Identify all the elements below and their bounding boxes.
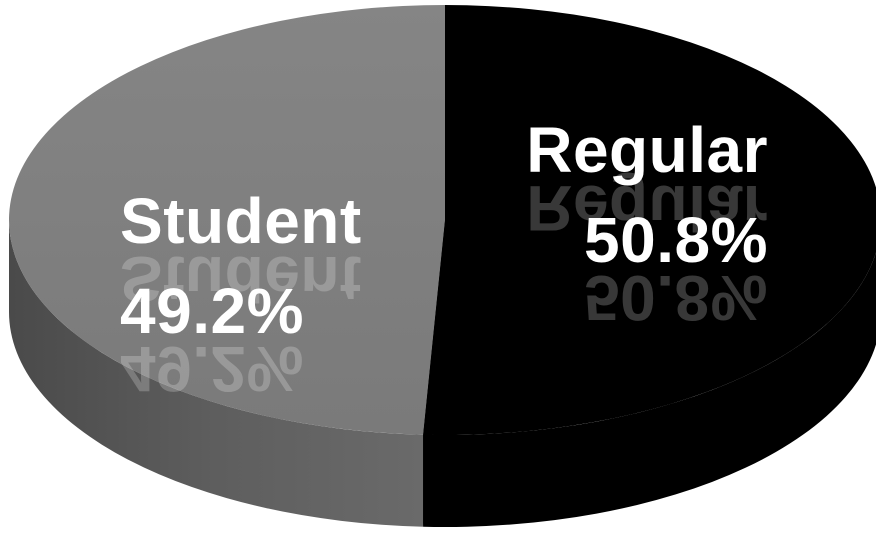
regular-slice-side	[423, 252, 876, 527]
regular-percentage-group: 50.8%50.8%	[584, 204, 768, 334]
student-label: Student	[120, 185, 362, 257]
student-percentage-reflection: 49.2%	[120, 333, 304, 405]
regular-percentage: 50.8%	[584, 204, 768, 276]
label-layer: RegularRegular50.8%50.8%StudentStudent49…	[120, 114, 768, 405]
student-percentage-group: 49.2%49.2%	[120, 275, 304, 405]
student-slice	[8, 5, 445, 435]
regular-percentage-reflection: 50.8%	[584, 262, 768, 334]
regular-slice	[423, 5, 876, 435]
student-slice-side	[9, 220, 424, 527]
regular-label: Regular	[526, 114, 768, 186]
pie-layer	[8, 5, 876, 527]
student-percentage: 49.2%	[120, 275, 304, 347]
regular-label-reflection: Regular	[526, 172, 768, 244]
student-label-reflection: Student	[120, 243, 362, 315]
